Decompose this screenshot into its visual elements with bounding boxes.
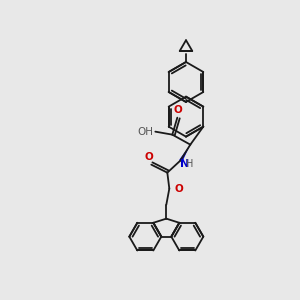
Text: N: N xyxy=(180,159,189,169)
Text: O: O xyxy=(174,184,183,194)
Text: H: H xyxy=(186,159,193,169)
Text: O: O xyxy=(174,105,183,115)
Text: O: O xyxy=(145,152,154,162)
Polygon shape xyxy=(179,145,190,162)
Text: OH: OH xyxy=(137,127,153,136)
